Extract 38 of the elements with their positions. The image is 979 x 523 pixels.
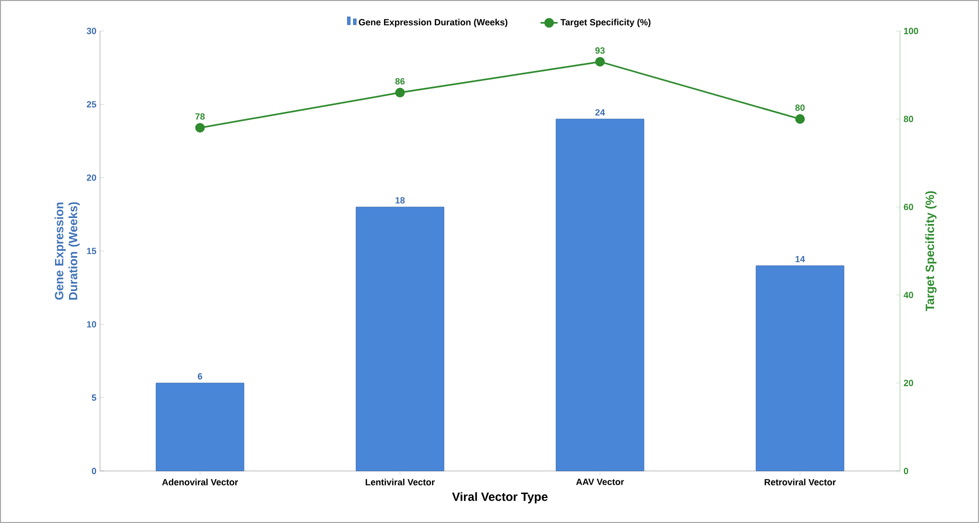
data-label: 18 [396,197,405,204]
x-tick-label: AAV Vector [576,478,624,486]
y2-tick-label: 0 [904,468,908,474]
data-label: 6 [198,373,202,380]
y2-tick-label: 20 [904,380,914,386]
point [795,114,805,124]
point [195,122,205,133]
bar [756,265,844,472]
y2-axis-title: Target Specificity (%) [925,191,937,312]
data-label: 78 [195,113,205,120]
y-tick-label: 5 [92,394,96,401]
y2-tick-label: 60 [904,204,914,210]
x-axis-title: Viral Vector Type [452,492,548,504]
y-tick-label: 15 [87,248,96,254]
y2-tick-label: 80 [904,116,914,122]
y-axis-title: Gene Expression Duration (Weeks) [54,202,80,300]
data-label: 93 [595,47,605,54]
bar [156,382,244,472]
data-label: 86 [395,78,405,84]
bar [356,206,444,472]
x-tick-label: Lentiviral Vector [366,478,435,486]
y-tick-label: 10 [87,321,96,328]
data-label: 24 [595,109,605,116]
legend-label: Target Specificity (%) [560,18,650,28]
data-label: 80 [795,104,805,111]
y-tick-label: 30 [86,28,96,34]
bar [556,118,644,472]
y2-tick-label: 40 [904,292,914,298]
x-tick-label: Retroviral Vector [764,478,836,486]
y2-tick-label: 100 [904,28,918,34]
data-label: 14 [796,256,805,262]
y-tick-label: 0 [92,468,96,474]
x-tick-label: Adenoviral Vector [162,478,238,486]
point [395,88,405,98]
legend-label: Gene Expression Duration (Weeks) [358,18,508,28]
y-tick-label: 25 [86,101,96,108]
point [595,56,605,67]
y-tick-label: 20 [86,174,96,181]
